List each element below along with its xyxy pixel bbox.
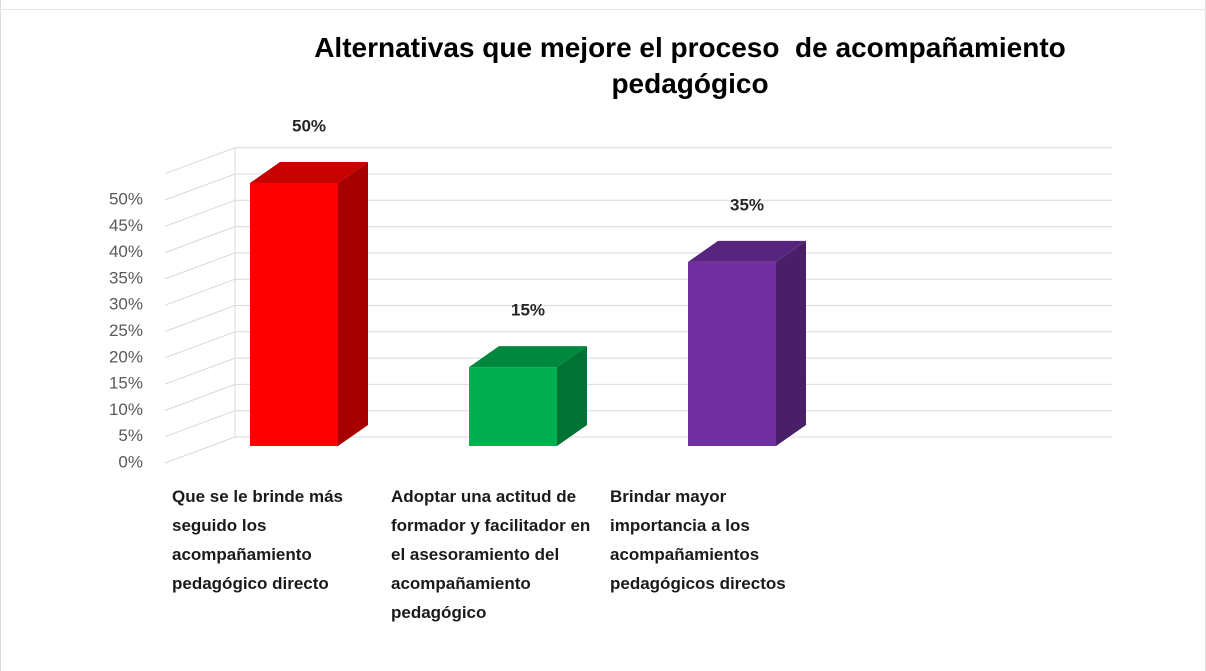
bar [688,261,776,446]
bar-side [338,162,368,446]
bar-top [688,240,806,262]
grid-line [164,357,236,385]
y-tick-label: 35% [109,268,143,287]
grid-line [164,199,236,227]
y-tick-label: 15% [109,374,143,393]
y-tick-label: 5% [118,426,143,445]
chart-title: Alternativas que mejore el proceso de ac… [314,32,1074,99]
y-tick-label: 50% [109,189,143,208]
data-label: 15% [511,301,545,320]
grid-line [164,173,236,201]
grid-line [164,278,236,306]
data-label: 35% [730,195,764,214]
x-tick-label: Brindar mayor importancia a los acompaña… [610,487,786,593]
y-tick-label: 30% [109,295,143,314]
y-tick-label: 20% [109,347,143,366]
grid-line [164,331,236,359]
bar [469,367,557,446]
bar-side [776,240,806,446]
y-tick-label: 25% [109,321,143,340]
grid-line [164,305,236,332]
bar [250,183,338,446]
grid-line [164,436,236,464]
grid-line [164,226,236,254]
x-tick-label: Que se le brinde más seguido los acompañ… [172,487,344,593]
x-tick-label: Adoptar una actitud de formador y facili… [391,487,591,622]
grid-line [164,410,236,438]
bar-top [469,346,587,368]
grid-line [164,383,236,411]
y-tick-label: 0% [118,452,143,471]
y-tick-label: 40% [109,242,143,261]
data-label: 50% [292,116,326,135]
wall-edge [164,147,236,175]
y-tick-label: 10% [109,400,143,419]
y-tick-label: 45% [109,216,143,235]
bar-top [250,162,368,183]
grid-line [164,252,236,280]
bar-side [557,346,587,446]
